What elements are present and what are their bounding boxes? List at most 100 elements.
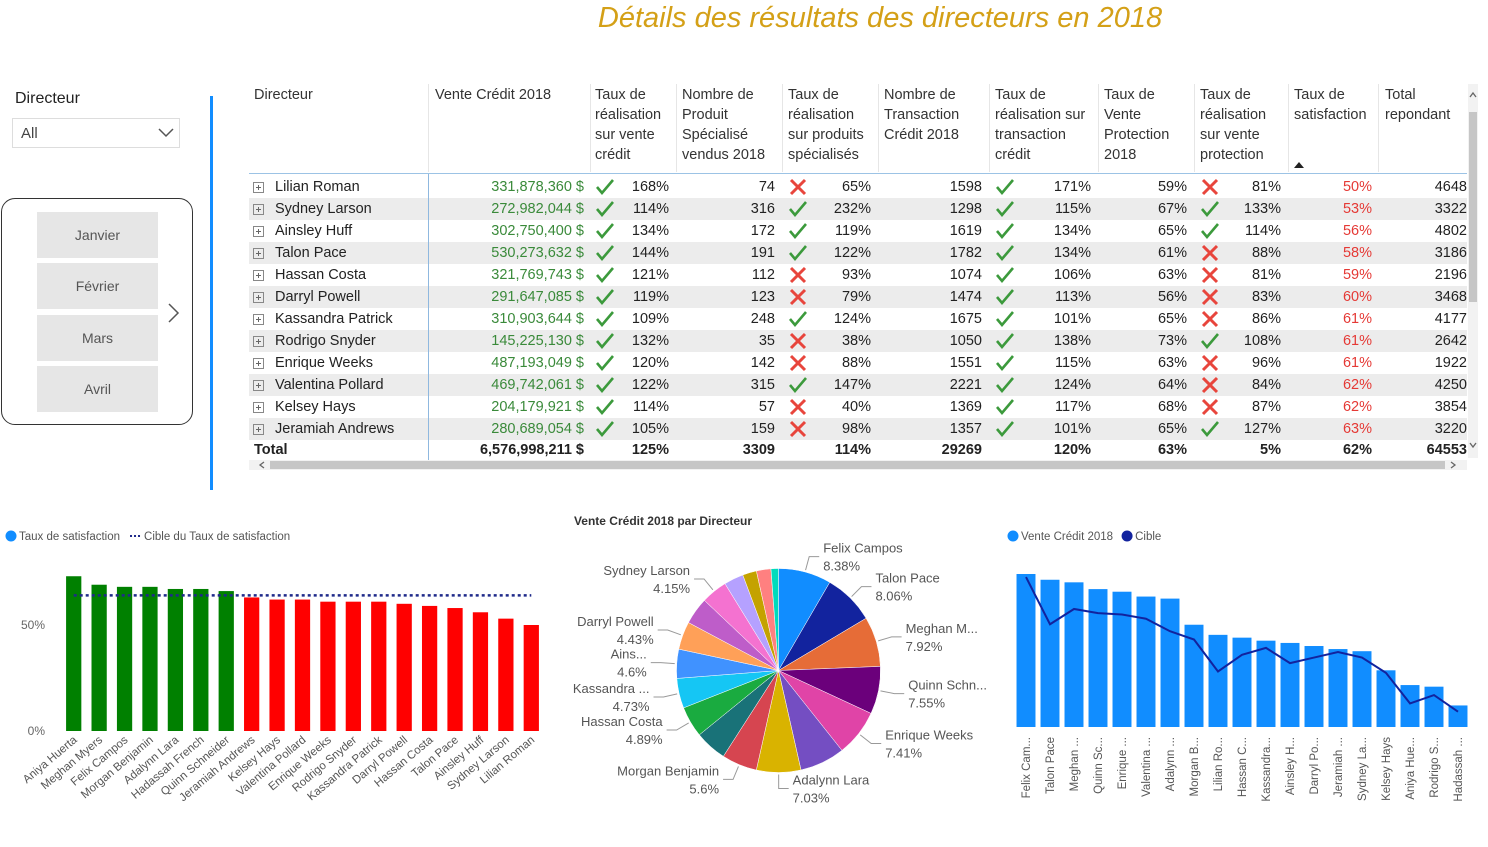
legend-marker [5, 530, 17, 542]
bar [396, 603, 412, 731]
x-tick-label: Sydney La... [1357, 737, 1369, 801]
y-tick-label: 50% [21, 618, 45, 632]
column-header[interactable]: Taux de réalisation sur vente protection [1200, 87, 1267, 163]
next-arrow[interactable] [166, 302, 182, 324]
expand-box [253, 424, 264, 435]
bar [294, 599, 311, 731]
month-button[interactable]: Janvier [37, 212, 158, 258]
table-cell: 133% [1243, 201, 1281, 217]
column-header[interactable]: Taux de réalisation sur transaction créd… [995, 87, 1086, 163]
leader-line [778, 774, 789, 789]
column-header[interactable]: Taux de Vente Protection 2018 [1104, 87, 1170, 163]
table-cell: 81% [1251, 267, 1281, 283]
h-scroll-thumb[interactable] [270, 461, 1445, 469]
month-button[interactable]: Avril [37, 365, 158, 412]
table-cell: 67% [1157, 201, 1187, 217]
expand-button[interactable] [253, 292, 264, 303]
check-icon [789, 223, 807, 240]
check-mark [596, 311, 614, 328]
cross-icon [789, 354, 807, 372]
column-header[interactable]: Nombre de Transaction Crédit 2018 [884, 87, 960, 143]
pie-value-label: 7.92% [906, 639, 943, 654]
expand-button[interactable] [253, 336, 264, 347]
table-cell: 171% [1053, 179, 1091, 195]
x-tick-label: Kassandra... [1261, 737, 1273, 802]
table-cell: 79% [841, 289, 871, 305]
key-column-line [428, 174, 429, 460]
column-separator [1098, 84, 1099, 172]
table-cell: Sydney Larson [275, 201, 372, 217]
leader-line [657, 629, 681, 636]
table-cell: 62% [1342, 377, 1372, 393]
expand-box [253, 204, 264, 215]
slicer-dropdown[interactable]: All [12, 118, 180, 148]
slicer-label: Directeur [15, 90, 80, 107]
x-tick-label: Aniya Hue... [1405, 737, 1417, 800]
table-cell: 61% [1342, 311, 1372, 327]
month-button[interactable]: Mars [37, 314, 158, 361]
legend-label: Taux de satisfaction [19, 531, 120, 543]
expand-plus [256, 361, 261, 366]
expand-button[interactable] [253, 226, 264, 237]
table-cell: 172 [750, 223, 775, 239]
x-tick-label: Lilian Ro... [1213, 737, 1225, 791]
expand-button[interactable] [253, 204, 264, 215]
table-cell: 1619 [949, 223, 982, 239]
expand-plus [256, 251, 261, 256]
table-cell: 272,982,044 $ [491, 201, 584, 217]
table-cell: 3854 [1434, 399, 1467, 415]
slicer-value: All [21, 125, 38, 142]
scroll-chevron [1450, 461, 1457, 469]
month-button[interactable]: Février [37, 263, 158, 310]
expand-plus [256, 207, 261, 212]
scroll-arrow[interactable] [1468, 90, 1478, 100]
scroll-arrow[interactable] [257, 460, 267, 470]
expand-button[interactable] [253, 270, 264, 281]
x-tick-label: Enrique ... [1117, 737, 1129, 789]
expand-button[interactable] [253, 424, 264, 435]
expand-box [253, 358, 264, 369]
expand-button[interactable] [253, 402, 264, 413]
y-tick-label: 0% [28, 724, 46, 738]
column-separator [590, 84, 591, 172]
expand-button[interactable] [253, 358, 264, 369]
column-header[interactable]: Directeur [254, 87, 313, 103]
bar [244, 597, 260, 731]
table-cell: 3309 [742, 442, 775, 458]
expand-button[interactable] [253, 314, 264, 325]
column-header[interactable]: Nombre de Produit Spécialisé vendus 2018 [682, 87, 766, 163]
column-header[interactable]: Total repondant [1385, 87, 1451, 123]
expand-button[interactable] [253, 248, 264, 259]
check-mark [1201, 421, 1219, 438]
table-cell: 145,225,130 $ [491, 333, 584, 349]
column-header[interactable]: Taux de satisfaction [1294, 87, 1367, 123]
check-mark [596, 223, 614, 240]
column-header[interactable]: Vente Crédit 2018 [435, 87, 552, 103]
column-separator [428, 84, 429, 172]
cross-stroke [1201, 310, 1219, 328]
check-icon [596, 245, 614, 262]
pie-slice [770, 568, 779, 671]
expand-button[interactable] [253, 380, 264, 391]
scroll-arrow[interactable] [1448, 460, 1458, 470]
row-stripe [249, 242, 1467, 264]
scroll-arrow[interactable] [1468, 440, 1478, 450]
v-scroll-thumb[interactable] [1469, 112, 1477, 302]
table-cell: 4250 [1434, 377, 1467, 393]
cross-stroke [789, 178, 807, 196]
column-header[interactable]: Taux de réalisation sur produits spécial… [788, 87, 864, 163]
bar [1280, 642, 1300, 727]
pie-label: Sydney Larson [603, 563, 690, 578]
table-cell: 88% [1251, 245, 1281, 261]
table-cell: 487,193,049 $ [491, 355, 584, 371]
table-cell: Kelsey Hays [275, 399, 356, 415]
table-cell: 58% [1342, 245, 1372, 261]
table-cell: 113% [1054, 289, 1091, 305]
expand-plus [256, 427, 261, 432]
table-cell: 29269 [941, 442, 982, 458]
expand-button[interactable] [253, 182, 264, 193]
check-icon [596, 355, 614, 372]
leader-line [650, 662, 675, 665]
column-header[interactable]: Taux de réalisation sur vente crédit [595, 87, 662, 163]
